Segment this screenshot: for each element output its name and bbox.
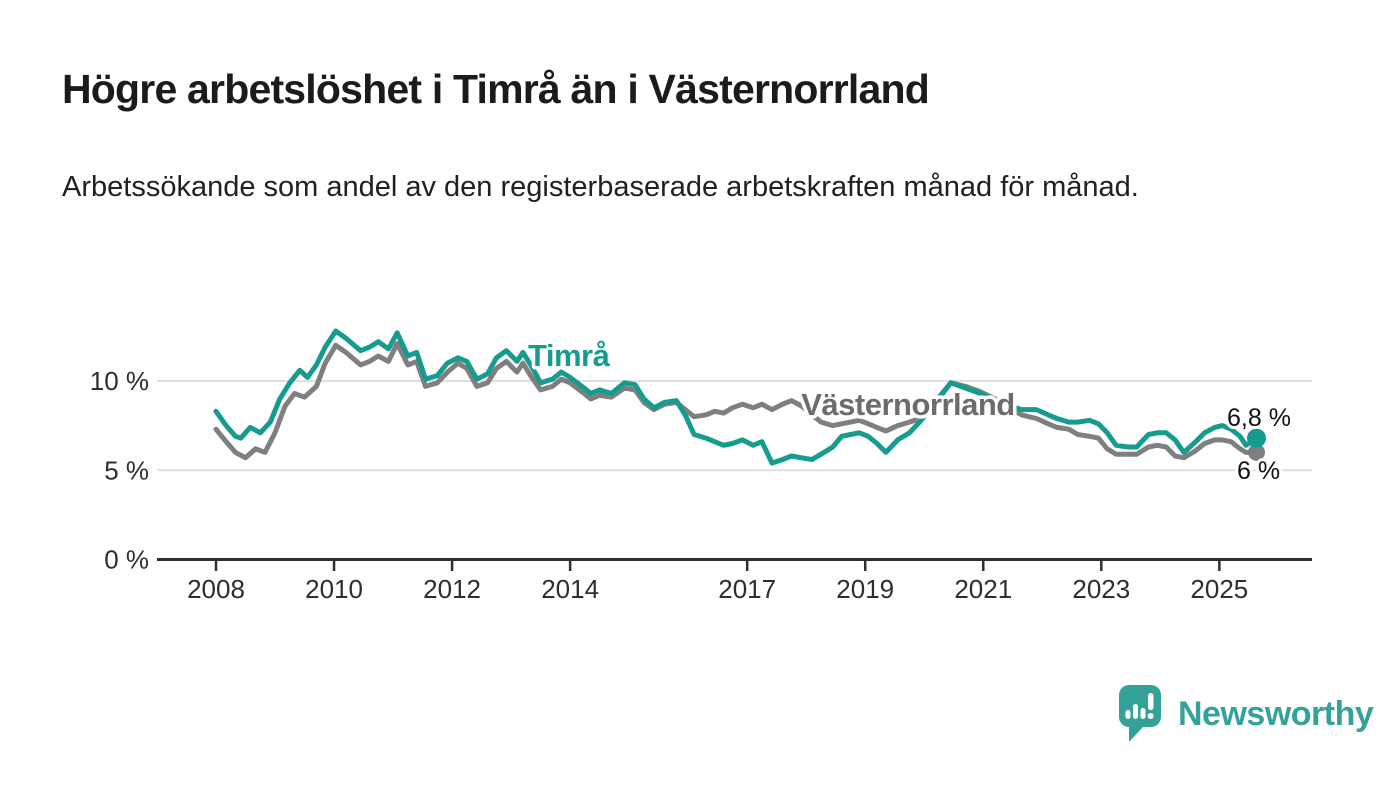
bar-chart-bar (1140, 708, 1146, 719)
end-dot-Västernorrland (1248, 443, 1265, 461)
y-tick-label: 5 % (104, 455, 149, 485)
x-tick-label: 2010 (305, 574, 363, 604)
x-tick-label: 2014 (541, 574, 599, 604)
bar-chart-bar (1125, 710, 1131, 719)
brand-logo: Newsworthy (1117, 684, 1374, 744)
series-line-Timrå (213, 328, 1259, 466)
brand-name: Newsworthy (1178, 694, 1374, 733)
bar-chart-bar (1133, 704, 1138, 719)
x-tick-label: 2019 (836, 574, 894, 604)
x-tick-label: 2012 (423, 574, 481, 604)
x-tick-label: 2017 (718, 574, 776, 604)
speech-bubble-shape (1119, 685, 1161, 742)
series-line-Västernorrland (213, 341, 1259, 461)
end-dot-Timrå (1247, 428, 1266, 448)
y-tick-label: 10 % (90, 366, 149, 396)
x-tick-label: 2023 (1072, 574, 1130, 604)
y-tick-label: 0 % (104, 545, 149, 575)
x-tick-label: 2025 (1190, 574, 1248, 604)
exclamation-icon (1148, 693, 1154, 710)
end-value-label-Timrå: 6,8 % (1227, 404, 1291, 432)
exclamation-dot (1147, 713, 1154, 719)
page-title: Högre arbetslöshet i Timrå än i Västerno… (62, 66, 930, 112)
x-tick-label: 2021 (954, 574, 1012, 604)
series-label-Timrå: Timrå (528, 338, 611, 373)
newsworthy-logo-icon (1119, 685, 1161, 742)
series-label-Västernorrland: Västernorrland (801, 387, 1015, 422)
chart-subtitle: Arbetssökande som andel av den registerb… (62, 171, 1139, 203)
end-value-label-Västernorrland: 6 % (1237, 457, 1280, 485)
x-tick-label: 2008 (187, 574, 245, 604)
